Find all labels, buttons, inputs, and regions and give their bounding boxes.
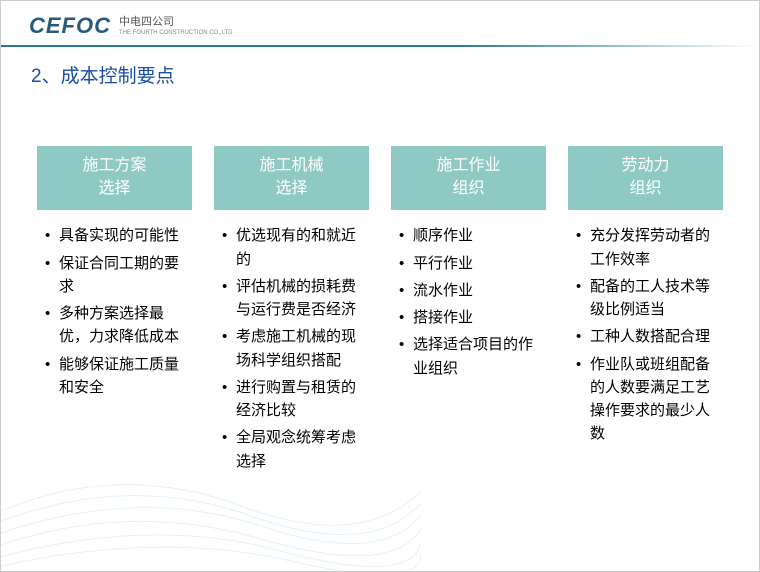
list-item: 流水作业 <box>397 279 540 302</box>
logo-cn: 中电四公司 <box>119 16 232 29</box>
column-header-line1: 施工方案 <box>41 154 188 177</box>
logo-en: THE FOURTH CONSTRUCTION CO.,LTD <box>119 30 232 36</box>
list-item: 作业队或班组配备的人数要满足工艺操作要求的最少人数 <box>574 353 717 446</box>
column-2-list: 优选现有的和就近的评估机械的损耗费与运行费是否经济考虑施工机械的现场科学组织搭配… <box>220 224 363 473</box>
list-item: 搭接作业 <box>397 306 540 329</box>
column-header-line2: 选择 <box>41 177 188 200</box>
list-item: 具备实现的可能性 <box>43 224 186 247</box>
column-1-body: 具备实现的可能性保证合同工期的要求多种方案选择最优，力求降低成本能够保证施工质量… <box>37 210 192 399</box>
column-header-line1: 施工机械 <box>218 154 365 177</box>
column-2-body: 优选现有的和就近的评估机械的损耗费与运行费是否经济考虑施工机械的现场科学组织搭配… <box>214 210 369 473</box>
list-item: 考虑施工机械的现场科学组织搭配 <box>220 325 363 372</box>
columns-container: 施工方案 选择 具备实现的可能性保证合同工期的要求多种方案选择最优，力求降低成本… <box>1 88 759 477</box>
column-4-header: 劳动力 组织 <box>568 146 723 210</box>
list-item: 多种方案选择最优，力求降低成本 <box>43 302 186 349</box>
column-1-header: 施工方案 选择 <box>37 146 192 210</box>
column-3-body: 顺序作业平行作业流水作业搭接作业选择适合项目的作业组织 <box>391 210 546 380</box>
list-item: 进行购置与租赁的经济比较 <box>220 376 363 423</box>
column-header-line1: 劳动力 <box>572 154 719 177</box>
list-item: 保证合同工期的要求 <box>43 252 186 299</box>
column-1: 施工方案 选择 具备实现的可能性保证合同工期的要求多种方案选择最优，力求降低成本… <box>37 146 192 477</box>
column-header-line1: 施工作业 <box>395 154 542 177</box>
list-item: 能够保证施工质量和安全 <box>43 353 186 400</box>
list-item: 全局观念统筹考虑选择 <box>220 426 363 473</box>
list-item: 顺序作业 <box>397 224 540 247</box>
logo-main: CEFOC <box>29 13 111 39</box>
column-3-list: 顺序作业平行作业流水作业搭接作业选择适合项目的作业组织 <box>397 224 540 380</box>
column-header-line2: 组织 <box>395 177 542 200</box>
list-item: 配备的工人技术等级比例适当 <box>574 275 717 322</box>
column-header-line2: 组织 <box>572 177 719 200</box>
column-3: 施工作业 组织 顺序作业平行作业流水作业搭接作业选择适合项目的作业组织 <box>391 146 546 477</box>
logo-subgroup: 中电四公司 THE FOURTH CONSTRUCTION CO.,LTD <box>119 16 232 35</box>
list-item: 平行作业 <box>397 252 540 275</box>
list-item: 选择适合项目的作业组织 <box>397 333 540 380</box>
column-2-header: 施工机械 选择 <box>214 146 369 210</box>
column-4-list: 充分发挥劳动者的工作效率配备的工人技术等级比例适当工种人数搭配合理作业队或班组配… <box>574 224 717 445</box>
list-item: 工种人数搭配合理 <box>574 325 717 348</box>
column-2: 施工机械 选择 优选现有的和就近的评估机械的损耗费与运行费是否经济考虑施工机械的… <box>214 146 369 477</box>
column-3-header: 施工作业 组织 <box>391 146 546 210</box>
column-4: 劳动力 组织 充分发挥劳动者的工作效率配备的工人技术等级比例适当工种人数搭配合理… <box>568 146 723 477</box>
section-title: 2、成本控制要点 <box>1 47 759 88</box>
column-4-body: 充分发挥劳动者的工作效率配备的工人技术等级比例适当工种人数搭配合理作业队或班组配… <box>568 210 723 445</box>
list-item: 优选现有的和就近的 <box>220 224 363 271</box>
list-item: 充分发挥劳动者的工作效率 <box>574 224 717 271</box>
slide-header: CEFOC 中电四公司 THE FOURTH CONSTRUCTION CO.,… <box>1 1 759 43</box>
column-header-line2: 选择 <box>218 177 365 200</box>
list-item: 评估机械的损耗费与运行费是否经济 <box>220 275 363 322</box>
column-1-list: 具备实现的可能性保证合同工期的要求多种方案选择最优，力求降低成本能够保证施工质量… <box>43 224 186 399</box>
